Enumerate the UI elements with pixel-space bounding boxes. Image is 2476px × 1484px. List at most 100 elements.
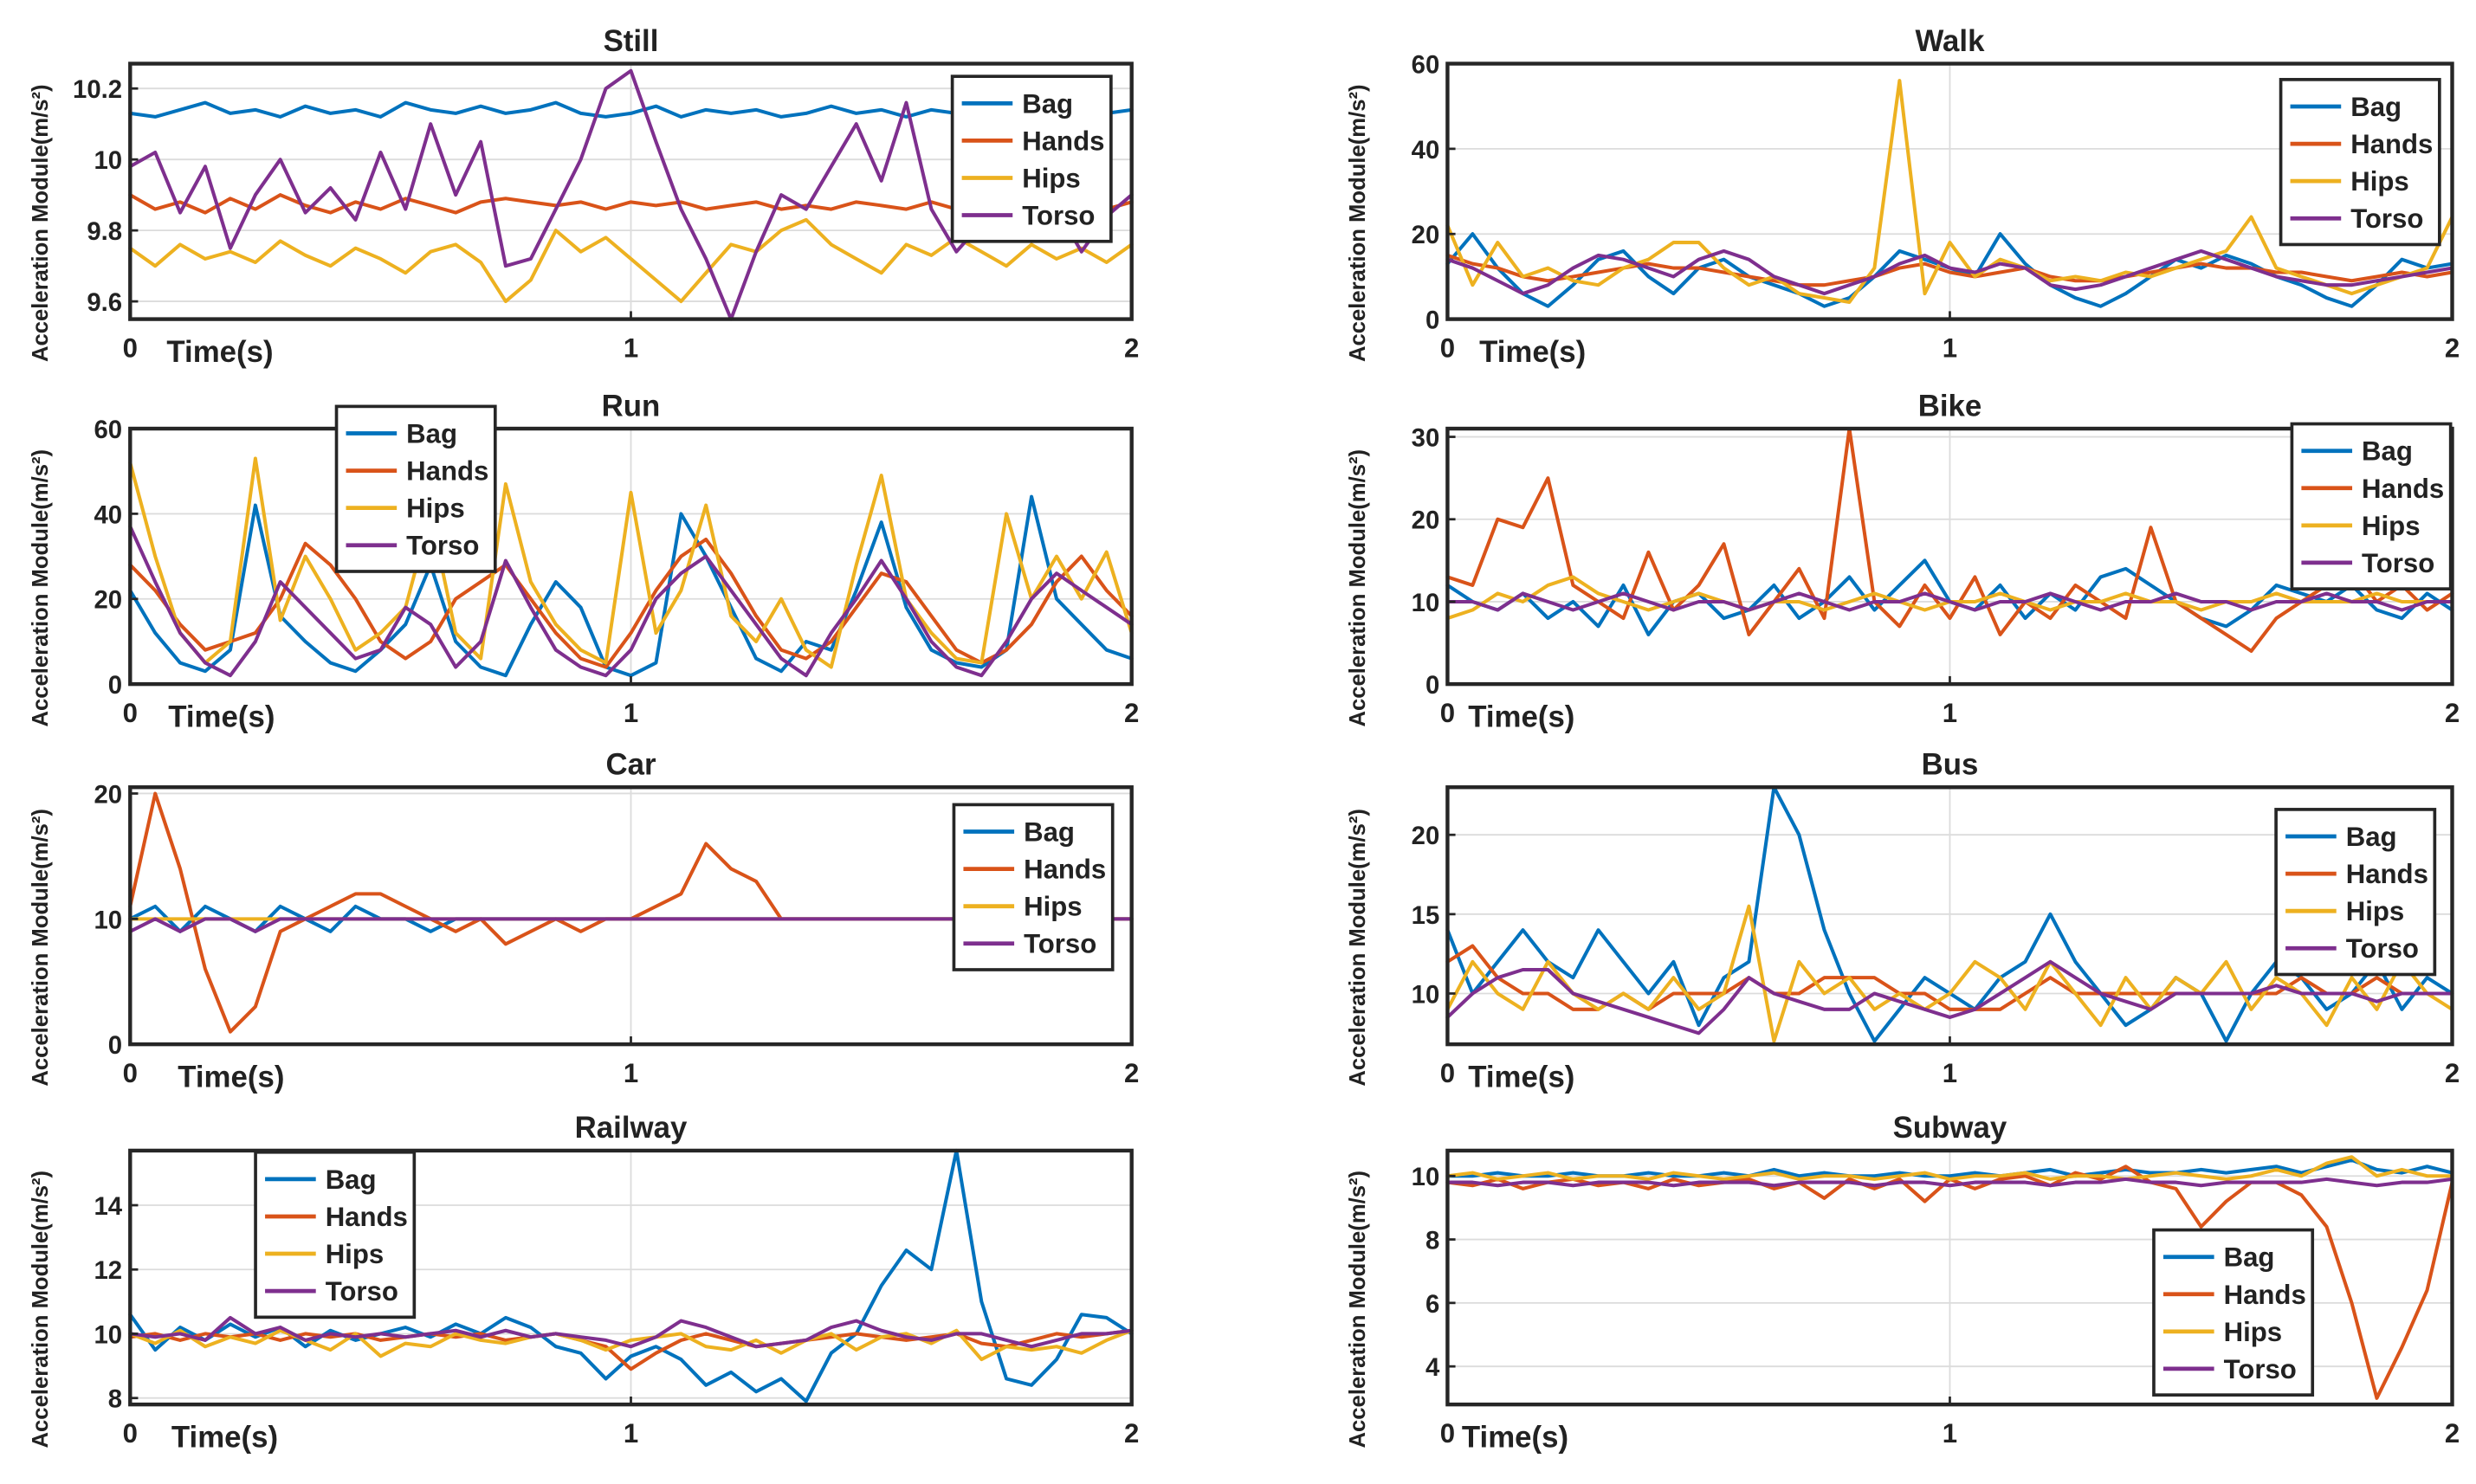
legend-label-hips: Hips bbox=[1022, 163, 1080, 193]
x-tick-label: 0 bbox=[1440, 1418, 1455, 1449]
legend: Bag Hands Hips Torso bbox=[2274, 808, 2437, 977]
y-tick-label: 20 bbox=[1412, 506, 1440, 535]
x-tick-label: 2 bbox=[2445, 1058, 2460, 1088]
y-tick-label: 10 bbox=[1412, 980, 1440, 1009]
x-tick-label: 1 bbox=[624, 333, 638, 364]
x-axis-label: Time(s) bbox=[168, 700, 275, 734]
legend-label-bag: Bag bbox=[406, 419, 457, 449]
chart-title: Walk bbox=[1915, 24, 1985, 58]
y-axis-label: Acceleration Module(m/s²) bbox=[1346, 809, 1370, 1087]
y-tick-label: 9.8 bbox=[87, 217, 122, 246]
x-axis-label: Time(s) bbox=[1479, 335, 1586, 369]
legend: Bag Hands Hips Torso bbox=[2290, 422, 2453, 590]
x-tick-label: 1 bbox=[624, 1418, 638, 1449]
series-line-hips bbox=[1445, 1155, 2454, 1181]
legend-label-hands: Hands bbox=[2224, 1280, 2306, 1310]
legend-label-torso: Torso bbox=[2350, 203, 2423, 234]
y-tick-label: 0 bbox=[1425, 306, 1439, 335]
series-line-torso bbox=[128, 525, 1134, 678]
chart-panel-run: 0 20 40 60 0 1 2 Run Time(s) Acceleration Module(… bbox=[29, 389, 1139, 733]
series-line-hands bbox=[1445, 427, 2454, 654]
y-tick-label: 15 bbox=[1412, 901, 1440, 930]
chart-title: Car bbox=[605, 748, 656, 782]
x-tick-label: 1 bbox=[1943, 1418, 1957, 1449]
x-tick-label: 1 bbox=[624, 698, 638, 728]
x-axis-label: Time(s) bbox=[178, 1061, 284, 1094]
chart-panel-still: 9.6 9.8 10 10.2 0 1 2 Still Time(s) Acceleration … bbox=[29, 24, 1139, 369]
legend-label-hips: Hips bbox=[2362, 511, 2420, 541]
x-tick-label: 2 bbox=[2445, 698, 2460, 728]
legend-label-bag: Bag bbox=[1022, 88, 1073, 119]
x-axis-label: Time(s) bbox=[1462, 1421, 1568, 1455]
legend-label-hips: Hips bbox=[326, 1239, 384, 1269]
chart-title: Subway bbox=[1893, 1111, 2007, 1145]
series-line-hips bbox=[1445, 79, 2454, 304]
x-tick-label: 1 bbox=[624, 1058, 638, 1088]
y-tick-label: 8 bbox=[108, 1385, 122, 1414]
legend-label-hands: Hands bbox=[1022, 126, 1104, 156]
series-line-hips bbox=[1445, 904, 2454, 1043]
legend: Bag Hands Hips Torso bbox=[952, 803, 1115, 971]
y-tick-label: 10 bbox=[1412, 1163, 1440, 1191]
legend-label-bag: Bag bbox=[1024, 817, 1075, 848]
legend-label-hands: Hands bbox=[326, 1202, 408, 1232]
legend-label-bag: Bag bbox=[2346, 822, 2397, 852]
y-axis-label: Acceleration Module(m/s²) bbox=[1346, 449, 1370, 727]
chart-title: Railway bbox=[575, 1111, 688, 1145]
x-tick-label: 2 bbox=[1124, 333, 1139, 364]
x-tick-label: 0 bbox=[123, 1058, 138, 1088]
y-tick-label: 60 bbox=[94, 416, 123, 444]
series-line-torso bbox=[1445, 1177, 2454, 1188]
legend: Bag Hands Hips Torso bbox=[950, 74, 1113, 243]
x-tick-label: 2 bbox=[1124, 1058, 1139, 1088]
y-tick-label: 8 bbox=[1425, 1227, 1439, 1255]
y-axis-label: Acceleration Module(m/s²) bbox=[1346, 84, 1370, 362]
x-tick-label: 1 bbox=[1943, 698, 1957, 728]
legend-label-hips: Hips bbox=[406, 494, 464, 524]
legend-label-hands: Hands bbox=[1024, 855, 1106, 885]
series-line-torso bbox=[1445, 591, 2454, 612]
legend-label-torso: Torso bbox=[326, 1276, 398, 1307]
chart-title: Bus bbox=[1922, 748, 1979, 782]
legend-label-torso: Torso bbox=[1024, 929, 1096, 959]
x-tick-label: 0 bbox=[1440, 1058, 1455, 1088]
x-tick-label: 2 bbox=[2445, 1418, 2460, 1449]
x-tick-label: 2 bbox=[2445, 333, 2460, 364]
chart-title: Run bbox=[602, 389, 661, 423]
series-line-hands bbox=[128, 537, 1134, 669]
chart-panel-car: 0 10 20 0 1 2 Car Time(s) Acceleration Module(m/… bbox=[29, 748, 1139, 1094]
x-axis-label: Time(s) bbox=[171, 1421, 278, 1455]
legend-label-torso: Torso bbox=[2346, 933, 2419, 964]
y-tick-label: 20 bbox=[94, 586, 123, 615]
y-tick-label: 60 bbox=[1412, 51, 1440, 80]
y-tick-label: 6 bbox=[1425, 1290, 1439, 1319]
chart-panel-subway: 4 6 8 10 0 1 2 Subway Time(s) Acceleration Module… bbox=[1346, 1111, 2460, 1454]
y-axis-label: Acceleration Module(m/s²) bbox=[29, 84, 53, 362]
legend-label-hands: Hands bbox=[2350, 129, 2433, 159]
x-tick-label: 1 bbox=[1943, 333, 1957, 364]
series-line-torso bbox=[1445, 248, 2454, 296]
x-axis-label: Time(s) bbox=[166, 335, 273, 369]
chart-panel-walk: 0 20 40 60 0 1 2 Walk Time(s) Acceleration Module… bbox=[1346, 24, 2460, 369]
legend-label-bag: Bag bbox=[2350, 92, 2402, 122]
x-axis-label: Time(s) bbox=[1468, 700, 1574, 734]
x-tick-label: 0 bbox=[123, 698, 138, 728]
legend-label-hands: Hands bbox=[2346, 859, 2428, 889]
y-axis-label: Acceleration Module(m/s²) bbox=[29, 449, 53, 727]
chart-title: Still bbox=[604, 24, 659, 58]
x-tick-label: 1 bbox=[1943, 1058, 1957, 1088]
x-tick-label: 0 bbox=[123, 1418, 138, 1449]
series-line-torso bbox=[1445, 959, 2454, 1036]
series-line-bag bbox=[128, 1148, 1134, 1403]
y-tick-label: 10 bbox=[94, 1320, 123, 1349]
x-axis-label: Time(s) bbox=[1468, 1061, 1574, 1094]
legend-label-hips: Hips bbox=[2346, 896, 2404, 926]
legend-label-torso: Torso bbox=[2224, 1354, 2297, 1384]
legend-label-bag: Bag bbox=[2362, 436, 2413, 467]
y-tick-label: 0 bbox=[108, 671, 122, 700]
x-tick-label: 2 bbox=[1124, 698, 1139, 728]
legend-label-hands: Hands bbox=[2362, 474, 2444, 504]
legend-label-hands: Hands bbox=[406, 456, 488, 487]
